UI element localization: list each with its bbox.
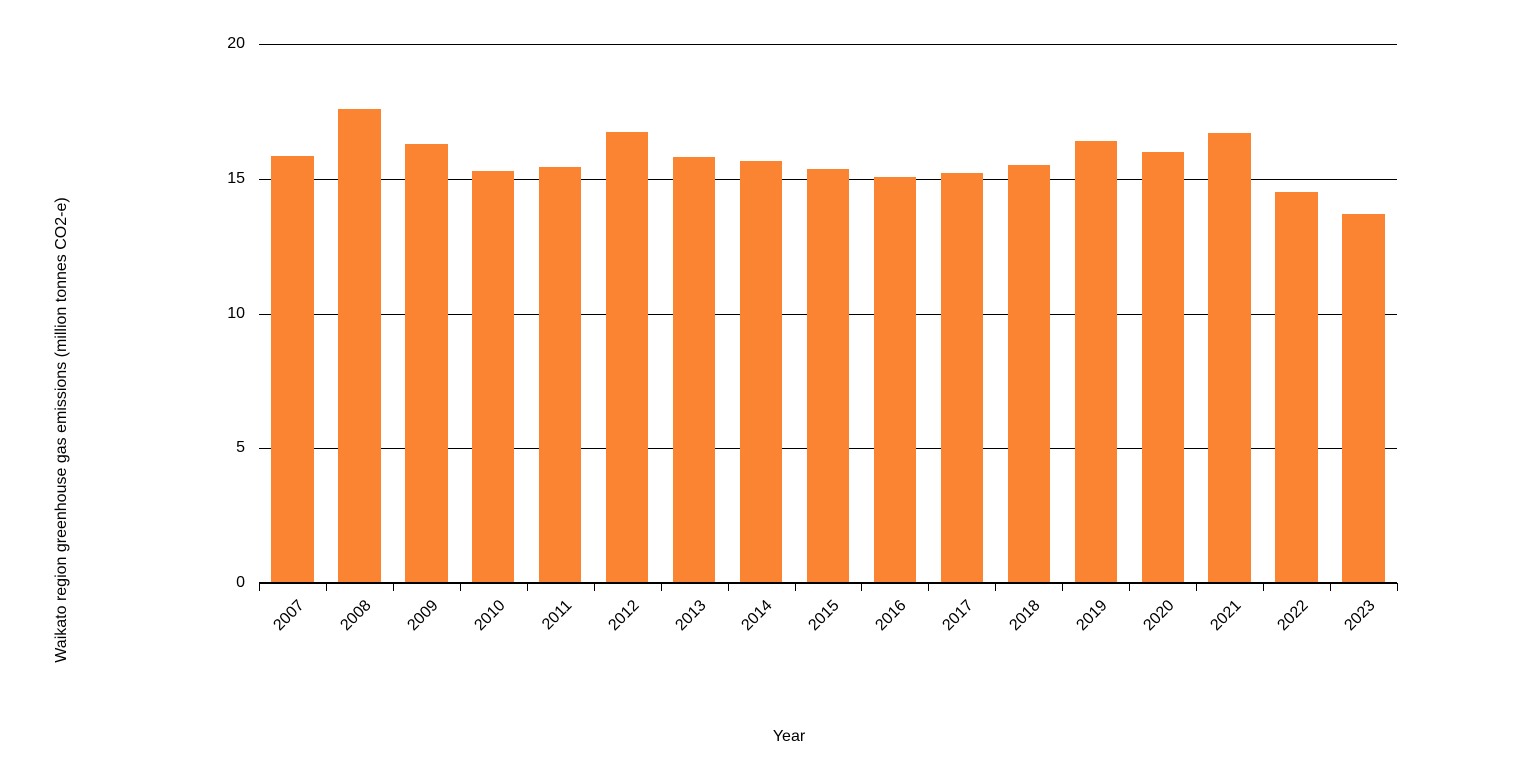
bar-2020 [1141, 151, 1184, 583]
x-axis-tick [928, 583, 930, 591]
y-tick-label-5: 5 [236, 439, 245, 457]
y-tick-label-0: 0 [236, 574, 245, 591]
bar-2009 [405, 143, 448, 583]
bar-2010 [472, 170, 515, 583]
x-axis-tick [593, 583, 595, 591]
bar-2015 [806, 169, 850, 583]
bar-2021 [1208, 132, 1251, 583]
x-axis-tick [1062, 583, 1064, 591]
x-axis-tick [325, 583, 327, 591]
x-axis-tick [459, 583, 461, 591]
x-axis-tick [660, 583, 662, 591]
y-tick-label-10: 10 [227, 304, 245, 322]
x-axis-tick [259, 583, 260, 591]
gridline-20 [259, 44, 1397, 45]
x-axis-tick [727, 583, 729, 591]
bar-2018 [1007, 165, 1050, 583]
bar-2022 [1275, 192, 1318, 583]
bar-2016 [873, 177, 917, 583]
bar-2023 [1342, 213, 1385, 583]
x-axis-tick [995, 583, 997, 591]
bar-2007 [271, 155, 314, 583]
bar-2011 [539, 166, 582, 583]
bar-2012 [605, 131, 649, 583]
x-axis-tick [1263, 583, 1265, 591]
y-tick-label-20: 20 [227, 35, 245, 52]
x-axis-tick [392, 583, 394, 591]
x-axis-tick [794, 583, 796, 591]
x-axis-tick [1397, 583, 1398, 591]
x-axis-tick [1129, 583, 1131, 591]
x-axis-tick [526, 583, 528, 591]
bar-2017 [940, 173, 984, 583]
bar-2013 [672, 157, 716, 583]
bar-2019 [1074, 141, 1117, 583]
plot-area [259, 44, 1398, 591]
bar-2008 [338, 108, 381, 583]
x-axis-tick [1196, 583, 1198, 591]
y-tick-label-15: 15 [227, 169, 245, 187]
bar-2014 [739, 161, 783, 583]
x-axis-line [259, 582, 1397, 584]
y-axis-title: Waikato region greenhouse gas emissions … [53, 197, 70, 663]
x-axis-tick [1330, 583, 1332, 591]
x-axis-title: Year [772, 728, 806, 745]
x-axis-tick [861, 583, 863, 591]
